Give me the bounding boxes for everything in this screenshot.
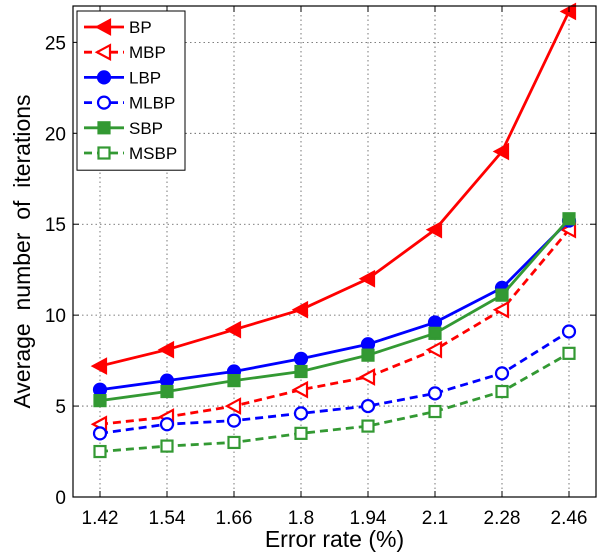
series-line-bp [99, 10, 571, 368]
legend-entry-bp: BP [84, 18, 152, 37]
legend-entry-mlbp: MLBP [84, 94, 175, 113]
data-point-mbp [492, 300, 510, 319]
data-point-bp [224, 320, 242, 339]
x-tick-label: 2.46 [551, 508, 588, 529]
data-point-msbp [93, 444, 107, 459]
data-point-msbp [294, 426, 308, 440]
data-point-lbp [293, 351, 309, 366]
data-point-mlbp [561, 324, 577, 339]
data-point-bp [291, 300, 309, 319]
legend-entry-sbp: SBP [84, 119, 163, 138]
legend-swatch-marker [96, 70, 112, 85]
series-line-msbp [99, 352, 570, 453]
data-point-lbp [360, 337, 376, 352]
x-tick-label: 1.42 [82, 508, 119, 529]
data-point-msbp [361, 419, 375, 433]
data-point-sbp [227, 374, 241, 388]
data-point-bp [358, 269, 376, 288]
grid [73, 6, 596, 498]
series-msbp [93, 346, 576, 459]
data-point-mlbp [427, 386, 443, 401]
legend-label: MLBP [129, 94, 175, 113]
data-point-sbp [428, 326, 442, 340]
data-point-bp [492, 142, 510, 161]
series-line-mlbp [99, 330, 570, 435]
axis-ticks: 1.42 1.54 1.66 1.8 1.94 2.1 2.28 2.46 0 5 10 15 20 25 [45, 6, 596, 529]
data-point-sbp [93, 394, 107, 408]
data-point-mlbp [159, 417, 175, 432]
legend-entry-lbp: LBP [84, 68, 161, 87]
series-bp [90, 2, 577, 375]
data-point-lbp [159, 373, 175, 388]
data-point-bp [157, 340, 175, 359]
data-point-sbp [562, 212, 576, 226]
x-tick-label: 1.66 [216, 508, 253, 529]
legend: BP MBP LBP MLBP SBP MSBP [76, 10, 186, 171]
data-point-msbp [495, 384, 509, 399]
data-point-lbp [92, 382, 108, 397]
legend-swatch-marker [96, 95, 112, 110]
data-point-sbp [495, 288, 509, 302]
data-point-msbp [227, 435, 241, 450]
legend-label: LBP [129, 68, 161, 87]
legend-swatch-marker [97, 121, 111, 135]
series-sbp [93, 212, 576, 408]
series-line-lbp [99, 219, 570, 392]
data-point-msbp [160, 439, 174, 453]
data-point-mlbp [92, 426, 108, 441]
data-point-mlbp [293, 406, 309, 421]
data-point-sbp [361, 348, 375, 362]
y-tick-label: 25 [45, 33, 66, 54]
data-point-mlbp [360, 398, 376, 414]
data-point-msbp [428, 404, 442, 419]
legend-label: MBP [129, 43, 166, 62]
legend-swatch-marker [94, 18, 112, 36]
data-point-mlbp [494, 366, 510, 381]
series-mlbp [92, 324, 577, 441]
data-point-bp [90, 357, 108, 375]
data-point-mlbp [226, 413, 242, 428]
data-point-mbp [358, 368, 376, 386]
series-mbp [90, 220, 577, 434]
legend-entry-mbp: MBP [84, 43, 166, 62]
legend-label: SBP [129, 119, 163, 138]
x-axis-label: Error rate (%) [265, 526, 404, 552]
data-point-lbp [427, 315, 443, 330]
legend-entry-msbp: MSBP [84, 144, 177, 163]
x-tick-label: 1.54 [149, 508, 186, 529]
series-line-sbp [99, 217, 571, 403]
plot-frame [72, 5, 597, 498]
data-point-sbp [160, 384, 174, 399]
legend-box [76, 10, 186, 171]
legend-swatch-marker [97, 146, 111, 160]
data-point-msbp [562, 346, 576, 360]
series-layer [90, 2, 577, 459]
legend-label: MSBP [129, 144, 177, 163]
data-point-bp [425, 220, 443, 239]
x-tick-label: 2.28 [484, 508, 521, 529]
data-point-mbp [291, 380, 309, 399]
data-point-sbp [294, 364, 308, 379]
y-tick-label: 15 [45, 215, 66, 236]
y-tick-label: 20 [45, 124, 66, 145]
legend-label: BP [129, 18, 152, 37]
y-tick-label: 10 [45, 306, 66, 327]
legend-swatch-marker [94, 43, 112, 62]
data-point-mbp [425, 340, 443, 359]
x-tick-label: 1.94 [350, 508, 387, 529]
series-line-mbp [99, 228, 571, 426]
x-tick-label: 1.8 [288, 508, 314, 529]
y-tick-label: 5 [55, 397, 66, 418]
data-point-mbp [224, 397, 242, 415]
y-axis-label: Average number of iterations [9, 94, 35, 408]
x-tick-label: 2.1 [422, 508, 448, 529]
y-tick-label: 0 [55, 488, 66, 509]
